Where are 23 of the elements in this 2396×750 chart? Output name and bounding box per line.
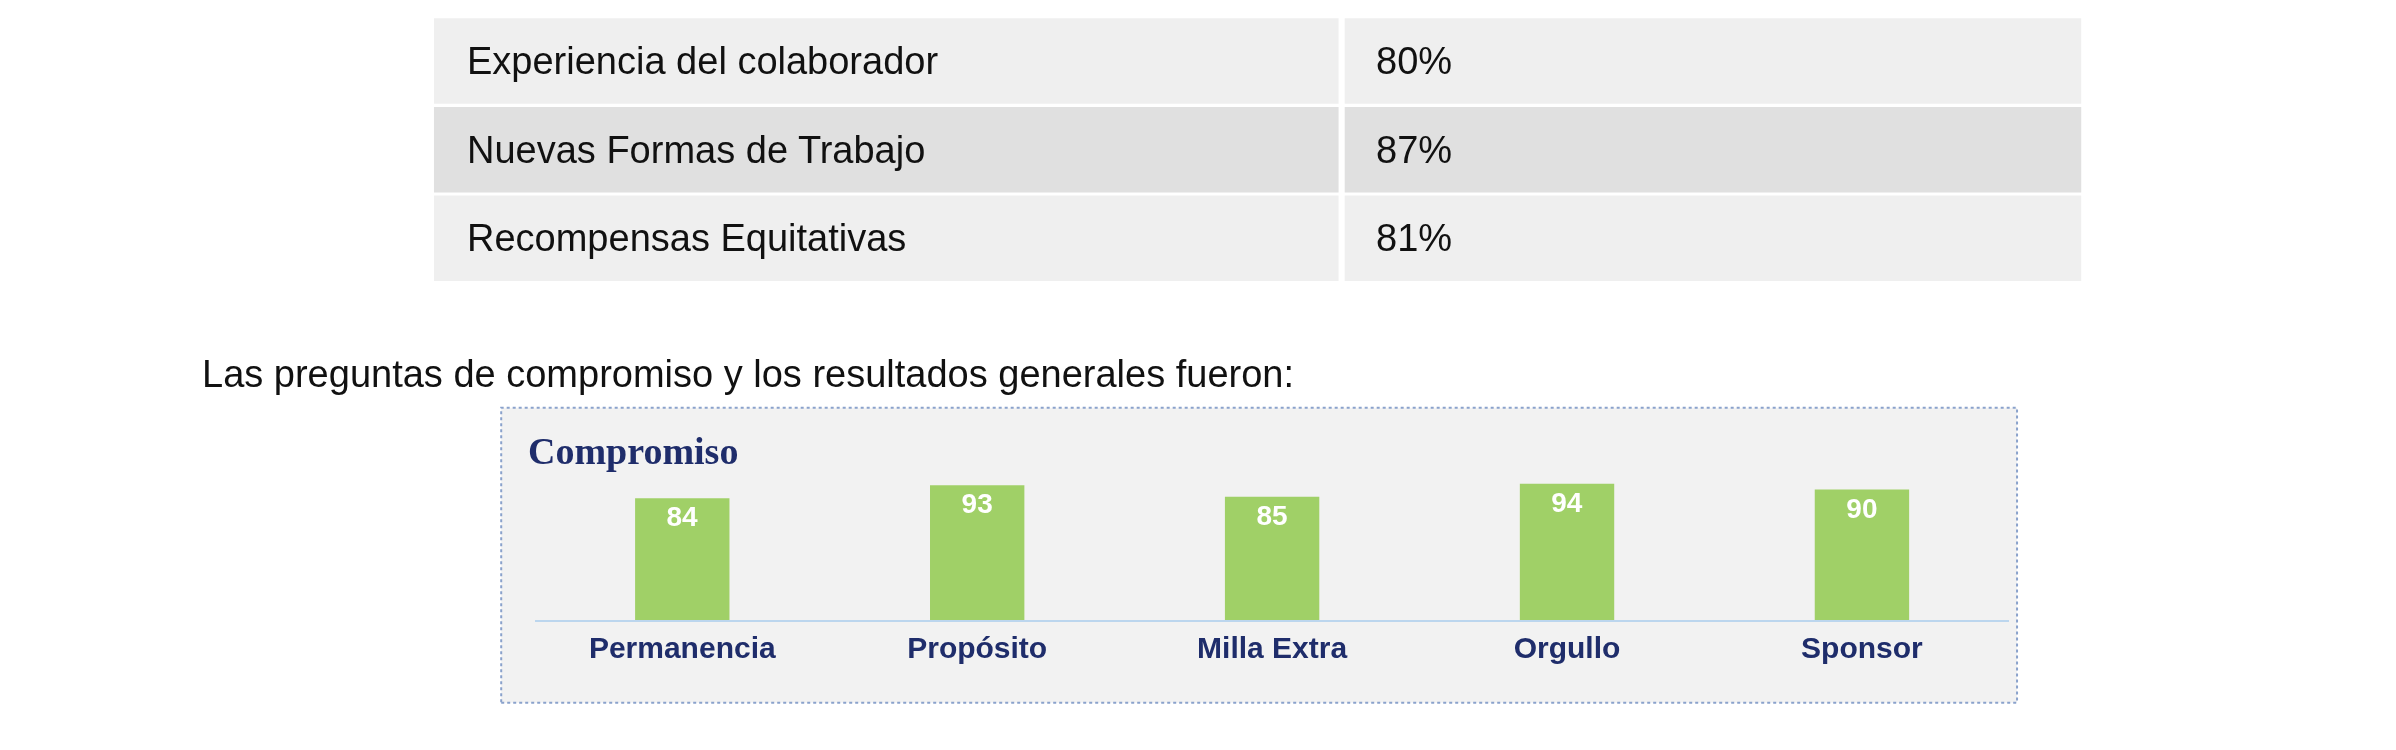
data-label: 85 — [1256, 499, 1288, 531]
bar — [635, 498, 730, 621]
data-label: 94 — [1551, 486, 1583, 518]
text: 87% — [1376, 129, 1453, 171]
chart-title: Compromiso — [528, 430, 739, 472]
x-tick-label: Orgullo — [1513, 631, 1621, 665]
bar — [1224, 496, 1320, 621]
bar — [1519, 483, 1615, 621]
category-label: Nuevas Formas de Trabajo — [467, 129, 926, 171]
bar — [1814, 489, 1910, 621]
text: Las preguntas de compromiso y los resultados generales fueron: — [202, 353, 1295, 395]
text: 81% — [1376, 217, 1453, 259]
x-tick-label: Sponsor — [1801, 631, 1924, 665]
x-tick-label: Propósito — [907, 631, 1048, 665]
text: 80% — [1376, 40, 1453, 82]
data-label: 90 — [1846, 492, 1878, 524]
data-label: 93 — [961, 488, 993, 520]
x-tick-label: Milla Extra — [1197, 631, 1348, 665]
x-tick-label: Permanencia — [588, 631, 776, 665]
category-label: Recompensas Equitativas — [467, 217, 907, 259]
category-label: Experiencia del colaborador — [467, 40, 939, 82]
data-label: 84 — [666, 501, 699, 533]
bar — [930, 485, 1025, 621]
